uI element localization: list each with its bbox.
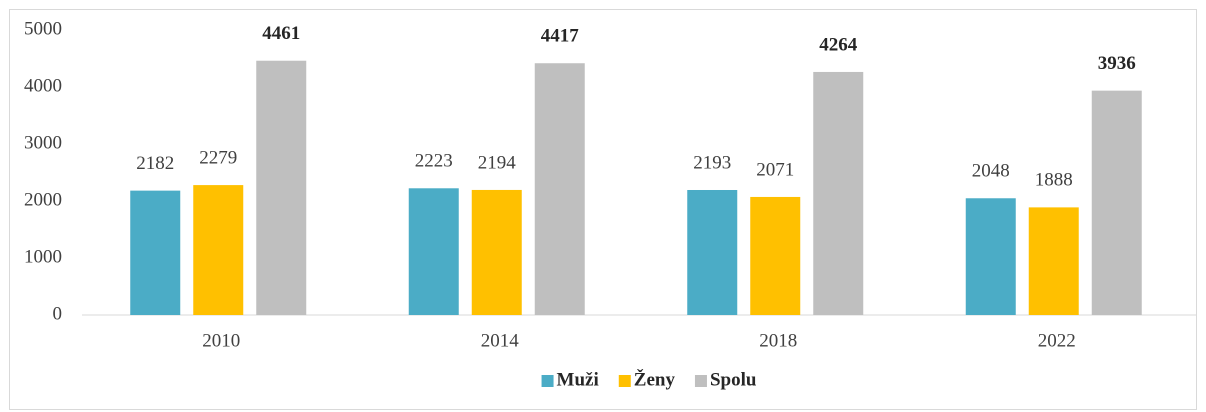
data-label: 2182 xyxy=(136,153,174,174)
legend-swatch xyxy=(541,375,554,387)
data-label: 2279 xyxy=(199,147,237,168)
legend-swatch xyxy=(694,375,707,387)
legend-label: Muži xyxy=(557,369,599,390)
data-label: 4461 xyxy=(262,23,300,44)
x-tick-label: 2022 xyxy=(1038,330,1076,351)
data-label: 2048 xyxy=(972,161,1010,182)
bar xyxy=(471,189,522,315)
legend: Muži Ženy Spolu xyxy=(541,368,757,390)
y-tick-label: 1000 xyxy=(24,246,62,267)
data-label: 1888 xyxy=(1035,170,1073,191)
y-tick-label: 4000 xyxy=(24,75,62,96)
bar xyxy=(408,188,459,315)
legend-swatch xyxy=(618,375,631,387)
bar xyxy=(256,60,307,316)
bar xyxy=(750,196,801,315)
y-tick-label: 5000 xyxy=(24,18,62,39)
data-label: 4264 xyxy=(819,34,858,55)
bar xyxy=(687,189,738,315)
bar xyxy=(965,198,1016,315)
y-tick-label: 2000 xyxy=(24,189,62,210)
data-label: 2071 xyxy=(756,159,794,180)
data-label: 3936 xyxy=(1098,53,1136,74)
bar xyxy=(1028,207,1079,315)
data-label: 2223 xyxy=(415,151,453,172)
data-label: 2193 xyxy=(693,152,731,173)
bar xyxy=(130,190,181,315)
legend-label: Ženy xyxy=(634,368,676,390)
x-tick-label: 2010 xyxy=(202,330,240,351)
bar xyxy=(193,185,244,315)
bar xyxy=(813,71,864,316)
bar xyxy=(1091,90,1142,315)
y-tick-label: 3000 xyxy=(24,132,62,153)
x-tick-label: 2014 xyxy=(481,330,520,351)
chart-frame xyxy=(9,9,1197,410)
x-tick-label: 2018 xyxy=(759,330,797,351)
data-label: 2194 xyxy=(478,152,517,173)
bar xyxy=(534,63,585,315)
y-tick-label: 0 xyxy=(53,303,63,324)
data-label: 4417 xyxy=(541,26,580,47)
legend-label: Spolu xyxy=(710,369,757,390)
